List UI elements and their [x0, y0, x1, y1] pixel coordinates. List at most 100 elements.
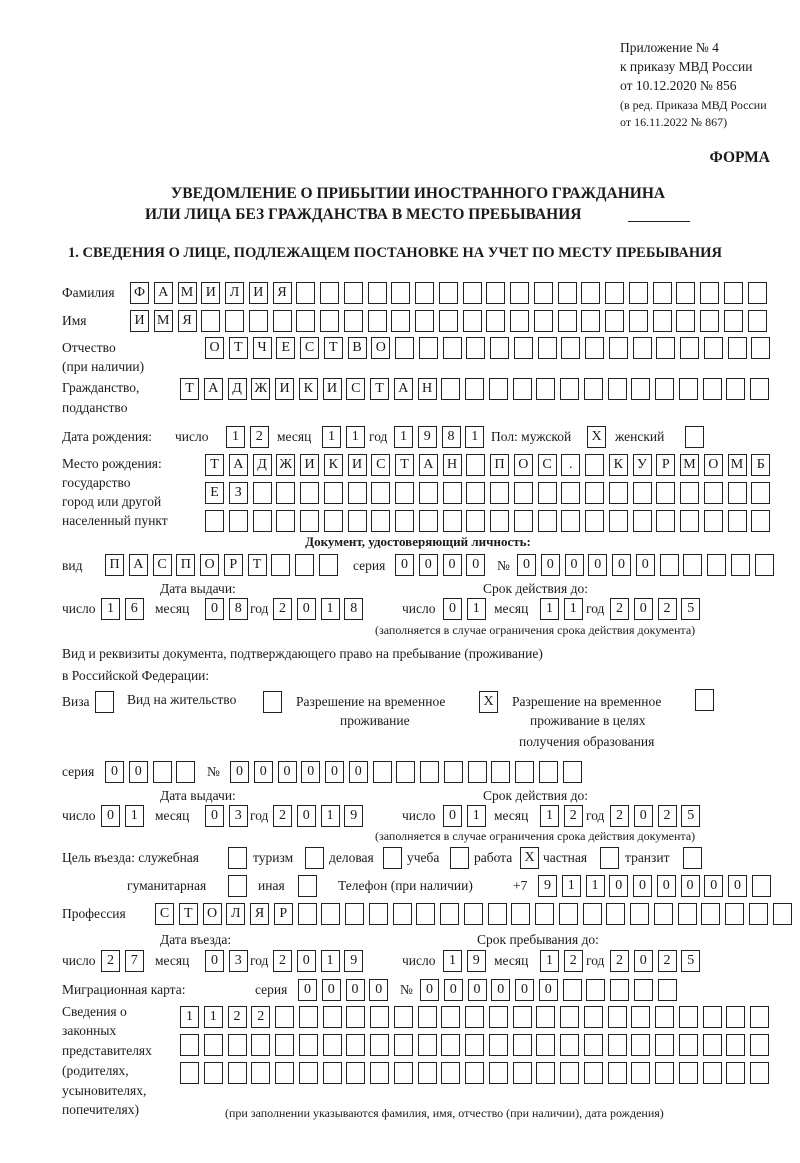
char-box[interactable]: [676, 282, 696, 304]
char-box[interactable]: [416, 903, 436, 925]
char-box[interactable]: [343, 310, 363, 332]
char-box[interactable]: Ж: [251, 378, 271, 400]
char-box[interactable]: [536, 1062, 556, 1084]
char-box[interactable]: 0: [635, 554, 655, 576]
char-box[interactable]: Н: [417, 378, 437, 400]
char-box[interactable]: 1: [540, 805, 559, 827]
char-box[interactable]: [252, 510, 272, 532]
char-box[interactable]: 0: [298, 979, 317, 1001]
char-box[interactable]: 0: [230, 761, 249, 783]
char-box[interactable]: Е: [205, 482, 224, 504]
char-box[interactable]: [726, 1062, 746, 1084]
char-box[interactable]: 0: [588, 554, 608, 576]
char-box[interactable]: 0: [538, 979, 558, 1001]
char-box[interactable]: [490, 337, 509, 359]
char-box[interactable]: [370, 1034, 389, 1056]
char-box[interactable]: [252, 482, 272, 504]
char-box[interactable]: [656, 337, 676, 359]
char-box[interactable]: [346, 1062, 366, 1084]
char-box[interactable]: [535, 903, 554, 925]
char-box[interactable]: [318, 554, 338, 576]
char-box[interactable]: 0: [517, 554, 536, 576]
char-box[interactable]: [513, 482, 533, 504]
char-box[interactable]: [465, 1062, 484, 1084]
char-box[interactable]: 0: [277, 761, 297, 783]
char-box[interactable]: [631, 1006, 651, 1028]
char-box[interactable]: [371, 482, 391, 504]
char-box[interactable]: [631, 1062, 651, 1084]
char-box[interactable]: [441, 378, 461, 400]
char-box[interactable]: 0: [515, 979, 534, 1001]
char-box[interactable]: 2: [657, 950, 677, 972]
char-box[interactable]: [343, 282, 363, 304]
char-box[interactable]: [300, 510, 319, 532]
char-box[interactable]: [466, 482, 486, 504]
char-box[interactable]: [512, 1034, 532, 1056]
char-box[interactable]: С: [371, 454, 391, 476]
char-box[interactable]: [583, 1006, 603, 1028]
char-box[interactable]: [659, 554, 679, 576]
char-box[interactable]: [607, 1006, 627, 1028]
char-box[interactable]: 1: [320, 598, 340, 620]
checkbox[interactable]: [383, 847, 402, 869]
char-box[interactable]: [323, 510, 343, 532]
char-box[interactable]: [703, 510, 723, 532]
char-box[interactable]: 0: [466, 554, 486, 576]
char-box[interactable]: Т: [395, 454, 414, 476]
char-box[interactable]: [491, 761, 511, 783]
char-box[interactable]: [417, 1062, 437, 1084]
char-box[interactable]: [583, 378, 603, 400]
char-box[interactable]: [417, 1034, 437, 1056]
char-box[interactable]: 2: [273, 598, 292, 620]
char-box[interactable]: [562, 979, 582, 1001]
char-box[interactable]: [322, 1006, 342, 1028]
checkbox[interactable]: [263, 691, 282, 713]
char-box[interactable]: Р: [223, 554, 243, 576]
char-box[interactable]: 0: [443, 979, 463, 1001]
char-box[interactable]: П: [176, 554, 196, 576]
char-box[interactable]: [466, 510, 486, 532]
char-box[interactable]: [488, 1006, 508, 1028]
char-box[interactable]: [607, 378, 627, 400]
char-box[interactable]: [395, 510, 414, 532]
char-box[interactable]: [726, 1034, 746, 1056]
char-box[interactable]: [747, 282, 767, 304]
char-box[interactable]: 1: [465, 426, 485, 448]
char-box[interactable]: [633, 979, 653, 1001]
char-box[interactable]: [298, 1062, 318, 1084]
char-box[interactable]: 0: [442, 554, 462, 576]
checkbox[interactable]: [683, 847, 702, 869]
char-box[interactable]: [486, 310, 506, 332]
char-box[interactable]: М: [177, 282, 197, 304]
char-box[interactable]: 0: [296, 598, 316, 620]
char-box[interactable]: И: [322, 378, 342, 400]
char-box[interactable]: [227, 1062, 247, 1084]
char-box[interactable]: И: [275, 378, 294, 400]
char-box[interactable]: [536, 1006, 556, 1028]
char-box[interactable]: [652, 282, 672, 304]
char-box[interactable]: [538, 761, 558, 783]
char-box[interactable]: [676, 310, 696, 332]
char-box[interactable]: [652, 310, 672, 332]
char-box[interactable]: 1: [540, 950, 559, 972]
char-box[interactable]: [486, 282, 506, 304]
char-box[interactable]: [680, 482, 699, 504]
char-box[interactable]: А: [228, 454, 248, 476]
char-box[interactable]: 2: [563, 805, 583, 827]
char-box[interactable]: 8: [441, 426, 461, 448]
char-box[interactable]: [441, 1062, 461, 1084]
char-box[interactable]: [560, 1006, 579, 1028]
char-box[interactable]: С: [152, 554, 172, 576]
char-box[interactable]: [391, 282, 411, 304]
char-box[interactable]: [562, 761, 582, 783]
char-box[interactable]: 0: [395, 554, 414, 576]
char-box[interactable]: [655, 1034, 674, 1056]
char-box[interactable]: 8: [228, 598, 248, 620]
char-box[interactable]: О: [703, 454, 723, 476]
char-box[interactable]: [515, 761, 534, 783]
char-box[interactable]: [628, 282, 648, 304]
char-box[interactable]: [465, 1006, 484, 1028]
char-box[interactable]: 1: [394, 426, 413, 448]
char-box[interactable]: 1: [320, 950, 340, 972]
char-box[interactable]: [605, 310, 624, 332]
